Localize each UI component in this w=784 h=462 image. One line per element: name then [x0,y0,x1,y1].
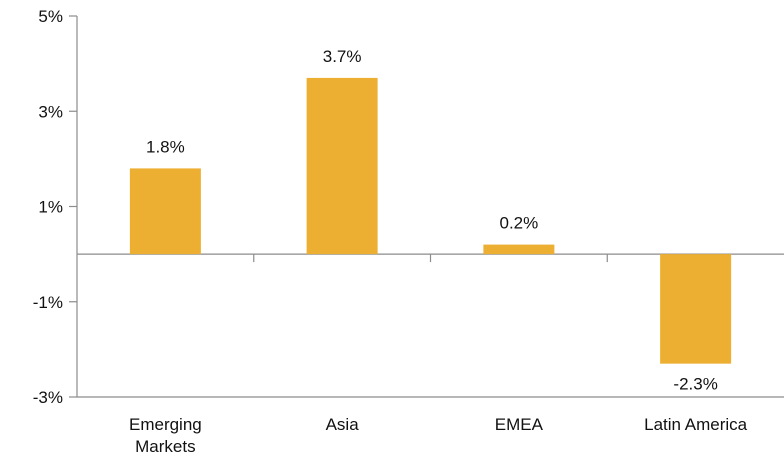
bar [483,244,555,255]
bar [660,254,732,364]
category-label: Markets [135,437,195,456]
bar [306,77,378,255]
data-label: 0.2% [500,214,539,233]
bar [129,168,201,255]
y-tick-label: 3% [38,102,63,121]
data-label: 3.7% [323,47,362,66]
category-label: EMEA [495,415,544,434]
category-label: Asia [326,415,360,434]
data-label: -2.3% [673,375,717,394]
y-tick-label: 5% [38,7,63,26]
category-label: Latin America [644,415,748,434]
y-tick-label: -1% [33,293,63,312]
y-tick-label: 1% [38,198,63,217]
bars [129,77,732,364]
data-label: 1.8% [146,137,185,156]
y-tick-label: -3% [33,388,63,407]
labels: 1.8% Emerging Markets 3.7% Asia 0.2% EMEA -2.3%… [129,47,748,456]
category-label: Emerging [129,415,202,434]
